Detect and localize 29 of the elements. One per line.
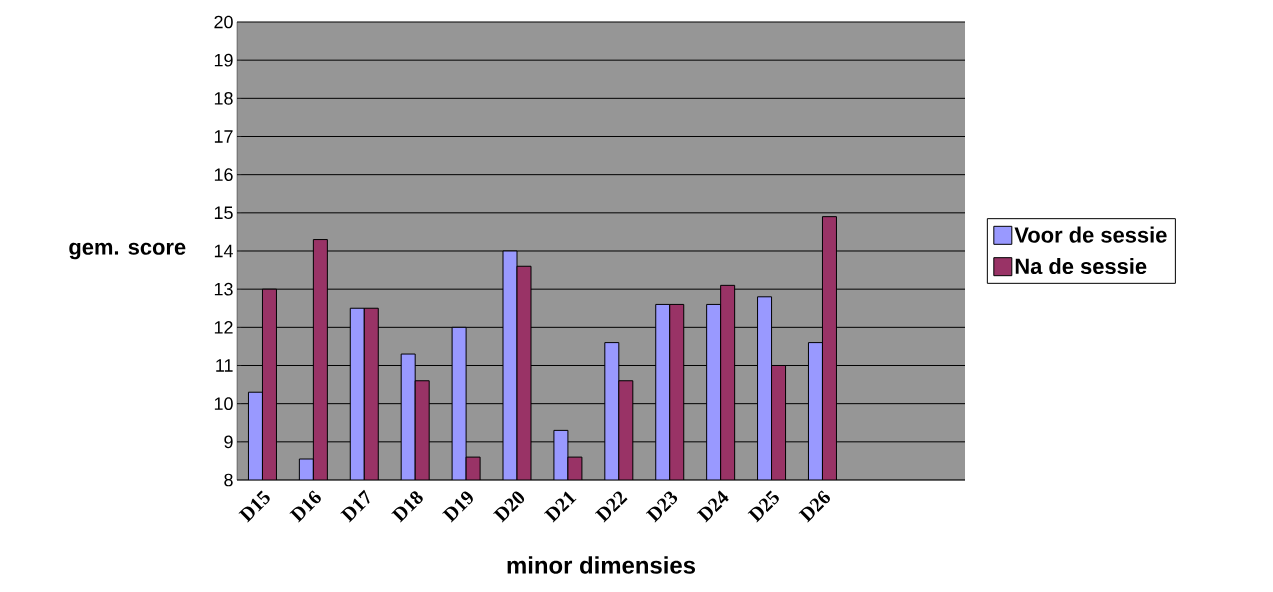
- y-tick-label: 20: [214, 15, 233, 29]
- y-tick-label: 8: [224, 473, 233, 487]
- y-axis-title: gem. score: [69, 242, 186, 260]
- y-tick-label: 18: [214, 91, 233, 105]
- x-tick-label: D22: [594, 491, 628, 523]
- y-tick-label: 11: [216, 359, 233, 372]
- y-tick-label: 15: [214, 206, 233, 220]
- x-axis-title: minor dimensies: [507, 556, 696, 574]
- x-tick-label: D18: [391, 491, 423, 523]
- x-tick-label: D19: [442, 491, 473, 523]
- x-tick-label: D20: [493, 491, 525, 523]
- x-tick-label: D17: [340, 489, 370, 523]
- x-tick-label: D16: [289, 490, 321, 523]
- y-tick-label: 9: [224, 435, 233, 449]
- y-tick-label: 13: [214, 282, 233, 296]
- y-tick-label: 19: [214, 53, 233, 67]
- x-tick-label: D24: [696, 490, 729, 523]
- x-tick-label: D25: [747, 490, 779, 523]
- legend-label: Na de sessie: [1015, 257, 1147, 275]
- legend-label: Voor de sessie: [1014, 226, 1167, 243]
- x-tick-label: D15: [238, 490, 270, 523]
- y-tick-label: 12: [214, 321, 233, 334]
- x-tick-label: D21: [544, 491, 577, 523]
- y-tick-label: 17: [214, 130, 233, 143]
- y-tick-label: 14: [214, 244, 233, 258]
- x-tick-label: D23: [645, 491, 678, 523]
- y-tick-label: 10: [214, 397, 233, 411]
- y-tick-label: 16: [214, 168, 233, 182]
- x-tick-label: D26: [798, 490, 830, 523]
